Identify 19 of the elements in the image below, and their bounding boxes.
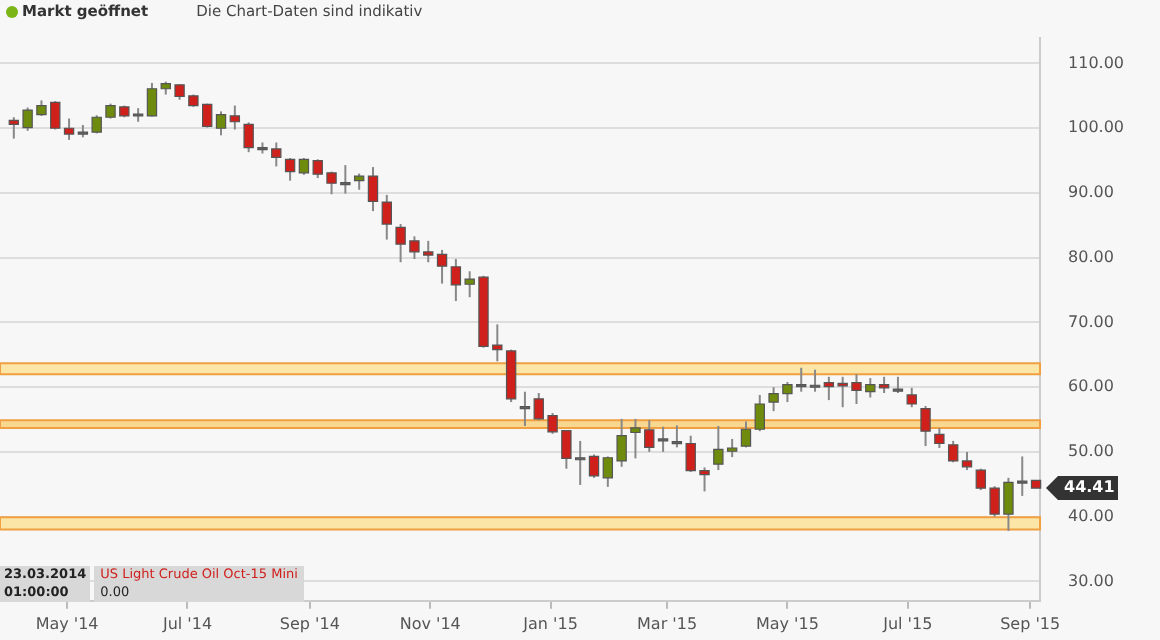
text: 44.41: [1064, 478, 1116, 497]
x-tick-label: Jan '15: [521, 614, 578, 633]
x-tick-label: Sep '14: [279, 614, 340, 633]
y-tick-label: 60.00: [1068, 377, 1114, 396]
x-tick-label: Nov '14: [399, 614, 461, 633]
x-tick-label: Sep '15: [1000, 614, 1061, 633]
y-tick-label: 80.00: [1068, 247, 1114, 266]
y-tick-label: 30.00: [1068, 571, 1114, 590]
x-tick-label: Jul '15: [881, 614, 933, 633]
x-tick-label: Mar '15: [637, 614, 698, 633]
y-tick-label: 70.00: [1068, 312, 1114, 331]
y-tick-label: 110.00: [1068, 53, 1125, 72]
y-tick-label: 50.00: [1068, 442, 1114, 461]
y-tick-label: 90.00: [1068, 183, 1114, 202]
x-tick-label: May '15: [755, 614, 819, 633]
y-tick-label: 100.00: [1068, 118, 1125, 137]
x-tick-label: Jul '14: [160, 614, 213, 633]
y-tick-label: 40.00: [1068, 506, 1114, 525]
x-tick-label: May '14: [35, 614, 99, 633]
